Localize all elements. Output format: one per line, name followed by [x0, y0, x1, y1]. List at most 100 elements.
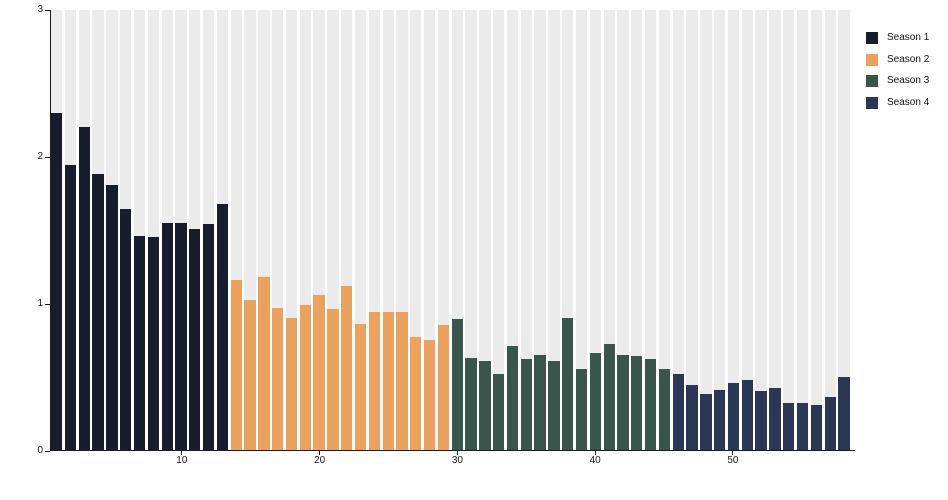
bar-season-3 — [493, 373, 505, 450]
bar-background-column — [562, 10, 574, 450]
bar-background-column — [672, 10, 684, 450]
bar-season-3 — [465, 357, 477, 450]
x-tick-mark — [181, 451, 183, 455]
bar-background-column — [506, 10, 519, 450]
x-tick-mark — [456, 451, 458, 455]
bar-background-column — [147, 10, 159, 450]
bar-background-column — [410, 10, 422, 450]
bar-background-column — [534, 10, 546, 450]
bar-background-column — [617, 10, 629, 450]
legend-swatch-icon — [866, 32, 878, 44]
bar-background-column — [727, 10, 740, 450]
bar-season-1 — [106, 184, 118, 450]
bar-background-column — [548, 10, 560, 450]
bar-background-column — [783, 10, 795, 450]
bar-background-column — [202, 10, 215, 450]
bar-season-1 — [189, 228, 201, 450]
legend-item: Season 4 — [866, 96, 929, 109]
bar-background-column — [120, 10, 132, 450]
bar-background-column — [631, 10, 643, 450]
bar-season-2 — [313, 294, 325, 450]
bar-background-column — [451, 10, 463, 450]
bar-background-column — [423, 10, 436, 450]
bar-background-column — [796, 10, 809, 450]
bar-background-column — [341, 10, 353, 450]
x-tick-label: 50 — [727, 455, 739, 466]
x-tick-label: 20 — [314, 455, 326, 466]
bar-season-3 — [562, 318, 574, 450]
bar-background-column — [589, 10, 601, 450]
bar-background-column — [644, 10, 657, 450]
bar-season-4 — [727, 382, 740, 450]
y-tick-label: 2 — [37, 151, 43, 162]
bar-background-column — [78, 10, 90, 450]
y-tick-mark — [45, 303, 50, 305]
legend-swatch-icon — [866, 75, 878, 87]
bar-season-2 — [368, 312, 380, 450]
bar-background-column — [479, 10, 491, 450]
y-tick-label: 1 — [37, 298, 43, 309]
bar-background-column — [465, 10, 477, 450]
bar-background-column — [396, 10, 408, 450]
bar-season-1 — [92, 174, 104, 450]
bar-season-1 — [51, 112, 63, 450]
bar-background-column — [244, 10, 256, 450]
bar-season-4 — [672, 373, 684, 450]
bars-container — [51, 10, 850, 450]
bar-background-column — [603, 10, 615, 450]
bar-background-column — [106, 10, 118, 450]
bar-season-1 — [133, 235, 146, 450]
bar-season-3 — [548, 360, 560, 450]
bar-background-column — [175, 10, 187, 450]
bar-season-1 — [120, 209, 132, 450]
bar-season-3 — [451, 319, 463, 450]
bar-background-column — [714, 10, 726, 450]
bar-season-3 — [534, 354, 546, 450]
x-tick-label: 40 — [589, 455, 601, 466]
legend-item: Season 2 — [866, 53, 930, 66]
legend-label: Season 2 — [887, 53, 930, 65]
legend: Season 1 Season 2 Season 3 Season 4 — [866, 32, 929, 118]
bar-season-4 — [755, 391, 767, 450]
bar-season-2 — [327, 309, 339, 450]
bar-background-column — [285, 10, 298, 450]
bar-background-column — [258, 10, 270, 450]
y-tick-mark — [45, 156, 50, 158]
bar-season-2 — [410, 337, 422, 450]
bar-background-column — [437, 10, 450, 450]
bar-background-column — [133, 10, 146, 450]
legend-item: Season 1 — [866, 32, 929, 44]
bar-background-column — [368, 10, 380, 450]
bar-background-column — [520, 10, 532, 450]
bar-season-4 — [783, 403, 795, 450]
bar-season-1 — [175, 222, 187, 450]
bar-season-4 — [796, 403, 809, 450]
bar-season-2 — [285, 318, 298, 450]
bar-season-3 — [575, 369, 588, 450]
y-tick-label: 0 — [37, 445, 43, 456]
bar-season-1 — [147, 237, 159, 450]
x-tick-label: 30 — [451, 455, 463, 466]
bar-background-column — [313, 10, 325, 450]
bar-background-column — [686, 10, 698, 450]
bar-season-2 — [423, 340, 436, 450]
bar-season-3 — [617, 354, 629, 450]
bar-season-4 — [700, 394, 712, 450]
bar-season-4 — [810, 404, 822, 450]
bar-background-column — [741, 10, 753, 450]
bar-season-2 — [244, 300, 256, 450]
bar-season-4 — [769, 388, 781, 450]
legend-item: Season 3 — [866, 75, 929, 87]
bar-season-2 — [230, 279, 242, 450]
legend-swatch-icon — [866, 53, 878, 66]
bar-season-1 — [78, 127, 90, 450]
bar-background-column — [575, 10, 588, 450]
bar-background-column — [354, 10, 367, 450]
bar-season-2 — [382, 312, 394, 450]
bar-season-2 — [299, 304, 311, 450]
x-tick-mark — [594, 451, 596, 455]
legend-swatch-icon — [866, 96, 878, 109]
bar-background-column — [658, 10, 671, 450]
bar-background-column — [769, 10, 781, 450]
bar-background-column — [327, 10, 339, 450]
